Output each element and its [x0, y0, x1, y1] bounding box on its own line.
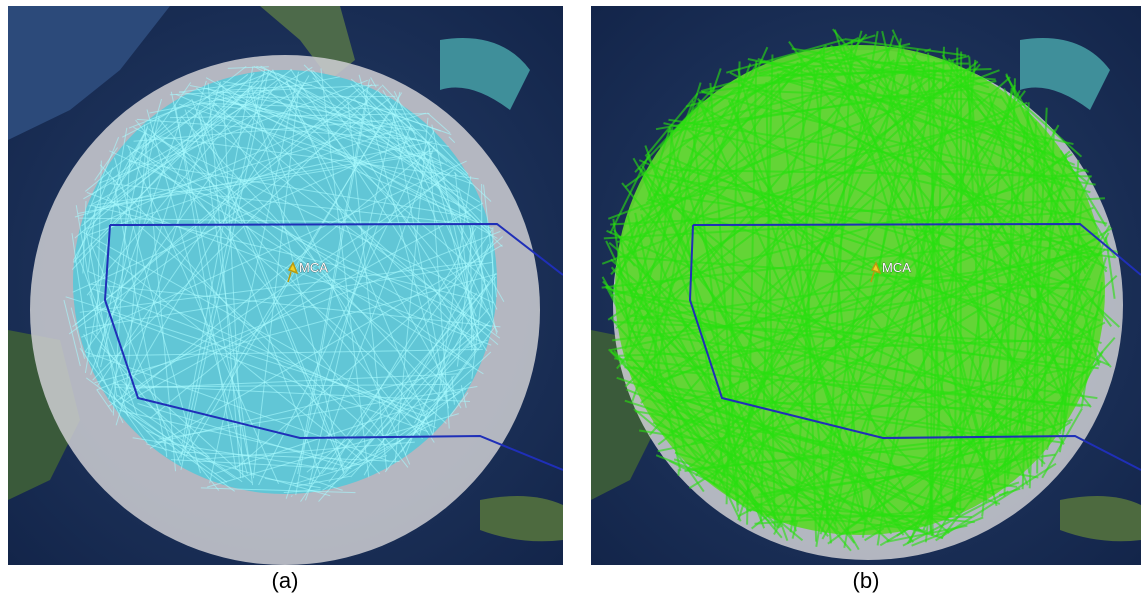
- caption: (b): [853, 568, 880, 593]
- map-panel-b: MCA: [591, 6, 1141, 565]
- marker-label: MCA: [882, 260, 911, 275]
- figure: MCA MCA (a) (b): [0, 0, 1141, 599]
- map-panel-a: MCA: [8, 6, 563, 565]
- caption: (a): [272, 568, 299, 593]
- marker-label: MCA: [299, 260, 328, 275]
